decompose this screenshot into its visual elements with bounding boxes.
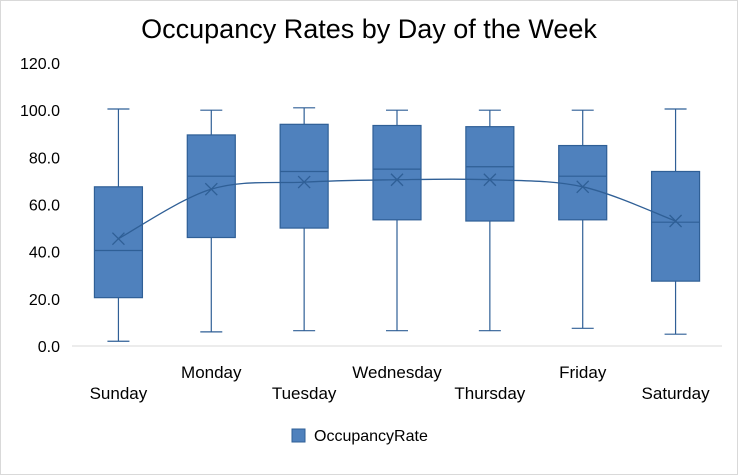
y-tick-label: 40.0 [29, 245, 60, 262]
chart-marks [93, 107, 701, 342]
y-tick-label: 20.0 [29, 292, 60, 309]
x-tick-label: Saturday [642, 384, 711, 403]
x-tick-label: Wednesday [352, 363, 442, 382]
box-iqr [465, 126, 515, 222]
box-iqr [93, 186, 144, 299]
x-tick-label: Monday [181, 363, 242, 382]
axes: 0.0 20.0 40.0 60.0 80.0 100.0 120.0 Sunday Monda… [20, 56, 722, 403]
y-tick-label: 80.0 [29, 150, 60, 167]
x-tick-label: Thursday [454, 384, 525, 403]
chart-title: Occupancy Rates by Day of the Week [141, 14, 597, 44]
box-iqr [186, 134, 236, 239]
legend-label: OccupancyRate [314, 428, 428, 445]
box-friday [558, 109, 608, 329]
box-iqr [279, 123, 329, 229]
x-tick-label: Tuesday [272, 384, 337, 403]
legend-swatch [291, 428, 306, 443]
box-iqr [650, 170, 701, 282]
y-tick-label: 100.0 [20, 103, 60, 120]
box-sunday [93, 108, 144, 342]
x-tick-label: Friday [559, 363, 607, 382]
mean-line [118, 178, 676, 240]
box-monday [186, 109, 236, 333]
box-thursday [465, 109, 515, 332]
legend: OccupancyRate [291, 428, 428, 445]
y-tick-label: 60.0 [29, 198, 60, 215]
x-tick-label: Sunday [90, 384, 148, 403]
y-tick-label: 120.0 [20, 56, 60, 73]
box-saturday [650, 108, 701, 335]
box-wednesday [372, 109, 422, 332]
box-iqr [372, 124, 422, 221]
y-tick-label: 0.0 [38, 339, 60, 356]
box-tuesday [279, 107, 329, 332]
box-iqr [558, 144, 608, 221]
